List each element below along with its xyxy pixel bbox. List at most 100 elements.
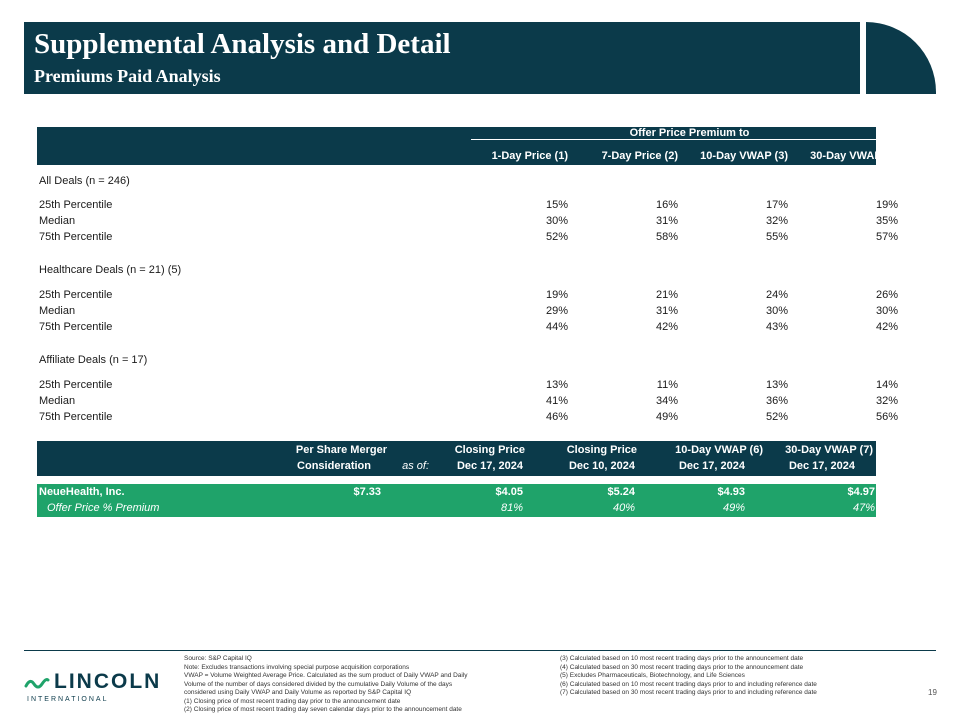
- row-label: 25th Percentile: [39, 379, 113, 391]
- cell: 42%: [655, 321, 678, 333]
- cell: 81%: [500, 502, 523, 514]
- footnotes-left: Source: S&P Capital IQ Note: Excludes tr…: [184, 655, 468, 715]
- cell: 34%: [655, 395, 678, 407]
- cell: 58%: [655, 231, 678, 243]
- cell: 46%: [545, 411, 568, 423]
- cell: $5.24: [607, 486, 635, 498]
- super-header-rule: [471, 139, 911, 140]
- cell: 30%: [765, 305, 788, 317]
- row-label: 75th Percentile: [39, 231, 113, 243]
- section-heading: Affiliate Deals (n = 17): [39, 354, 148, 366]
- column-header: 1-Day Price (1): [491, 150, 568, 162]
- cell: 21%: [655, 289, 678, 301]
- as-of-label: as of:: [402, 460, 429, 472]
- page-subtitle: Premiums Paid Analysis: [34, 66, 221, 86]
- company-name: NeueHealth, Inc.: [39, 486, 125, 498]
- table-row: Median 41% 34% 36% 32%: [37, 394, 898, 410]
- cell: 32%: [875, 395, 898, 407]
- title-bar: Supplemental Analysis and Detail Premium…: [24, 22, 860, 94]
- footnote: (5) Excludes Pharmaceuticals, Biotechnol…: [560, 672, 745, 679]
- column-header: Closing Price: [454, 444, 525, 456]
- column-header: 10-Day VWAP (3): [700, 150, 788, 162]
- cell: $4.05: [495, 486, 523, 498]
- merger-table-header: Per Share Merger Closing Price Closing P…: [37, 441, 876, 476]
- premium-row-label: Offer Price % Premium: [47, 502, 160, 514]
- footnote: Volume of the number of days considered …: [184, 680, 453, 688]
- column-header: 30-Day VWAP (4): [810, 150, 898, 162]
- corner-decoration: [866, 22, 936, 94]
- footnote: Note: Excludes transactions involving sp…: [184, 663, 410, 671]
- section-heading: All Deals (n = 246): [39, 175, 130, 187]
- lincoln-logo: LINCOLN INTERNATIONAL: [24, 670, 174, 706]
- section-heading-row: Affiliate Deals (n = 17): [37, 353, 876, 369]
- cell: $4.97: [847, 486, 875, 498]
- table-row: 75th Percentile 52% 58% 55% 57%: [37, 230, 898, 246]
- cell: 11%: [656, 379, 678, 391]
- cell: 30%: [545, 215, 568, 227]
- table-row: 25th Percentile 13% 11% 13% 14%: [37, 378, 898, 394]
- column-header: Closing Price: [566, 444, 637, 456]
- column-header: Dec 17, 2024: [678, 460, 745, 472]
- column-header: Per Share Merger: [295, 444, 387, 456]
- footnote: (3) Calculated based on 10 most recent t…: [560, 655, 804, 662]
- table-row: 25th Percentile 15% 16% 17% 19%: [37, 198, 898, 214]
- cell: 17%: [765, 199, 788, 211]
- cell: 14%: [875, 379, 898, 391]
- footnote: (1) Closing price of most recent trading…: [184, 697, 401, 705]
- cell: 15%: [545, 199, 568, 211]
- column-header: 30-Day VWAP (7): [785, 444, 873, 456]
- section-heading-row: Healthcare Deals (n = 21) (5): [37, 263, 876, 279]
- footnote: (2) Closing price of most recent trading…: [184, 706, 462, 713]
- row-label: 75th Percentile: [39, 321, 113, 333]
- cell: 24%: [765, 289, 788, 301]
- cell: 30%: [875, 305, 898, 317]
- column-header: 10-Day VWAP (6): [675, 444, 763, 456]
- lincoln-wave-icon: [24, 678, 50, 689]
- row-label: Median: [39, 395, 76, 407]
- page-title: Supplemental Analysis and Detail: [34, 28, 451, 60]
- table-row: 75th Percentile 46% 49% 52% 56%: [37, 410, 898, 426]
- cell: 52%: [765, 411, 788, 423]
- cell: 43%: [765, 321, 788, 333]
- cell: 40%: [612, 502, 635, 514]
- cell: 35%: [875, 215, 898, 227]
- cell: 41%: [545, 395, 568, 407]
- cell: 55%: [765, 231, 788, 243]
- footnote: Source: S&P Capital IQ: [184, 655, 252, 662]
- cell: 19%: [875, 199, 898, 211]
- footnote: (7) Calculated based on 30 most recent t…: [560, 689, 817, 696]
- row-label: 25th Percentile: [39, 289, 113, 301]
- super-header: Offer Price Premium to: [629, 127, 750, 139]
- cell: 52%: [545, 231, 568, 243]
- cell: 26%: [875, 289, 898, 301]
- cell: 42%: [875, 321, 898, 333]
- table-row: Median 29% 31% 30% 30%: [37, 304, 898, 320]
- column-header: Dec 17, 2024: [788, 460, 855, 472]
- footnote: VWAP = Volume Weighted Average Price. Ca…: [184, 672, 468, 679]
- cell: 47%: [852, 502, 875, 514]
- row-label: 25th Percentile: [39, 199, 113, 211]
- table-row: 75th Percentile 44% 42% 43% 42%: [37, 320, 898, 336]
- cell: 19%: [545, 289, 568, 301]
- cell: 31%: [655, 305, 678, 317]
- row-label: Median: [39, 305, 76, 317]
- cell: 57%: [875, 231, 898, 243]
- cell: 49%: [722, 502, 745, 514]
- footnote: considered using Daily VWAP and Daily Vo…: [184, 689, 412, 696]
- cell: 29%: [545, 305, 568, 317]
- cell: $4.93: [717, 486, 745, 498]
- premium-table-header: Offer Price Premium to 1-Day Price (1) 7…: [37, 127, 911, 165]
- company-highlight: NeueHealth, Inc. $7.33 $4.05 $5.24 $4.93…: [37, 484, 876, 517]
- cell: 13%: [765, 379, 788, 391]
- column-header: Dec 10, 2024: [568, 460, 635, 472]
- section-heading-row: All Deals (n = 246): [37, 174, 876, 190]
- row-label: 75th Percentile: [39, 411, 113, 423]
- cell: 56%: [875, 411, 898, 423]
- row-label: Median: [39, 215, 76, 227]
- logo-name: LINCOLN: [54, 670, 162, 693]
- cell: 13%: [545, 379, 568, 391]
- column-header: 7-Day Price (2): [601, 150, 678, 162]
- cell: 16%: [655, 199, 678, 211]
- cell: 32%: [765, 215, 788, 227]
- merger-consideration-value: $7.33: [353, 486, 381, 498]
